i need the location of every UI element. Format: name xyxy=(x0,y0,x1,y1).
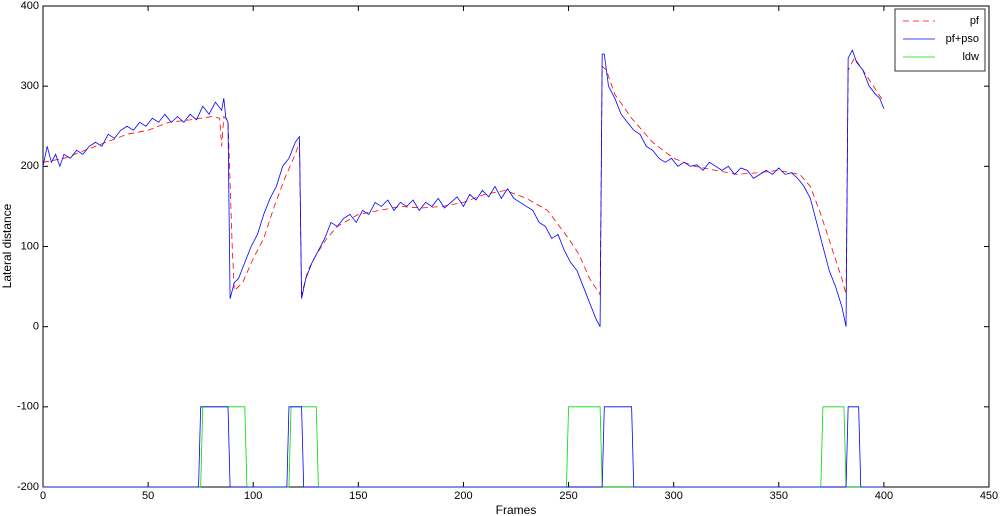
y-tick-label: 400 xyxy=(21,0,39,12)
x-axis-label: Frames xyxy=(496,503,537,516)
series-line xyxy=(43,406,884,488)
series-line xyxy=(42,57,885,296)
legend-box xyxy=(894,8,986,72)
legend-label: pf+pso xyxy=(946,33,979,45)
y-tick-label: -200 xyxy=(17,481,39,493)
plot-area xyxy=(42,5,990,488)
x-tick-label: 200 xyxy=(454,490,472,502)
x-tick-label: 50 xyxy=(142,490,154,502)
y-tick-label: 100 xyxy=(21,240,39,252)
y-tick-label: -100 xyxy=(17,401,39,413)
legend-label: pf xyxy=(970,15,980,27)
x-tick-label: 300 xyxy=(664,490,682,502)
y-tick-label: 200 xyxy=(21,160,39,172)
x-tick-label: 0 xyxy=(40,490,46,502)
y-tick-label: 300 xyxy=(21,80,39,92)
x-tick-label: 250 xyxy=(559,490,577,502)
x-tick-label: 450 xyxy=(980,490,998,502)
y-tick-label: 0 xyxy=(33,321,39,333)
x-tick-label: 350 xyxy=(770,490,788,502)
y-axis-label: Lateral distance xyxy=(0,203,14,288)
x-tick-label: 150 xyxy=(349,490,367,502)
legend-label: ldw xyxy=(962,51,979,63)
x-tick-label: 100 xyxy=(244,490,262,502)
x-tick-label: 400 xyxy=(875,490,893,502)
series-line xyxy=(42,49,885,327)
